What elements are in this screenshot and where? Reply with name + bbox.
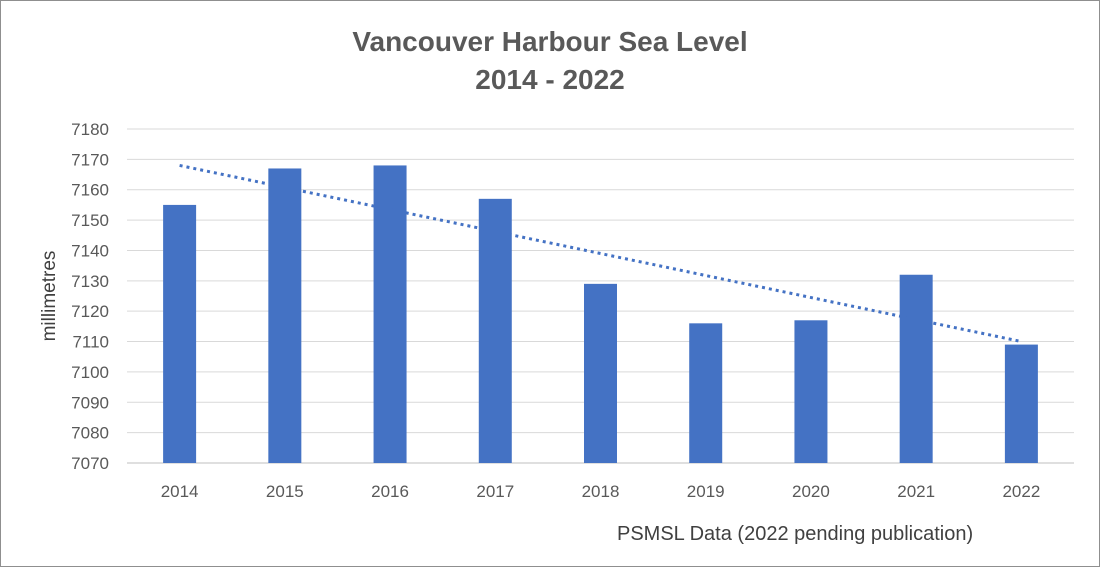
bar-2018	[584, 283, 617, 463]
bar-2015	[268, 168, 302, 464]
x-tick-label: 2022	[1002, 482, 1040, 501]
x-tick-label: 2020	[792, 482, 830, 501]
bar-2019	[689, 323, 723, 463]
x-tick-label: 2014	[161, 482, 199, 501]
x-tick-label: 2018	[582, 482, 620, 501]
bar-2021	[899, 274, 933, 463]
x-tick-label: 2017	[476, 482, 514, 501]
y-tick-label: 7100	[71, 363, 109, 382]
bar-2017	[478, 198, 512, 463]
y-tick-label: 7090	[71, 393, 109, 412]
y-tick-label: 7170	[71, 150, 109, 169]
bar-2022	[1004, 344, 1038, 463]
x-tick-label: 2021	[897, 482, 935, 501]
y-tick-label: 7130	[71, 272, 109, 291]
y-tick-label: 7070	[71, 454, 109, 473]
source-note: PSMSL Data (2022 pending publication)	[617, 523, 974, 545]
y-tick-label: 7110	[72, 333, 109, 352]
x-tick-label: 2016	[371, 482, 409, 501]
y-tick-label: 7150	[71, 211, 109, 230]
chart-subtitle: 2014 - 2022	[475, 64, 625, 95]
y-tick-label: 7080	[71, 424, 109, 443]
y-tick-label: 7180	[71, 120, 109, 139]
y-tick-label: 7120	[71, 302, 109, 321]
bar-2014	[163, 204, 197, 463]
y-tick-label: 7160	[71, 181, 109, 200]
chart-title: Vancouver Harbour Sea Level	[352, 26, 748, 57]
bar-2020	[794, 320, 828, 463]
y-axis-label: millimetres	[39, 251, 60, 342]
bar-2016	[373, 165, 407, 463]
y-tick-label: 7140	[71, 241, 109, 260]
x-tick-label: 2019	[687, 482, 725, 501]
x-tick-label: 2015	[266, 482, 304, 501]
trendline	[179, 163, 1022, 344]
